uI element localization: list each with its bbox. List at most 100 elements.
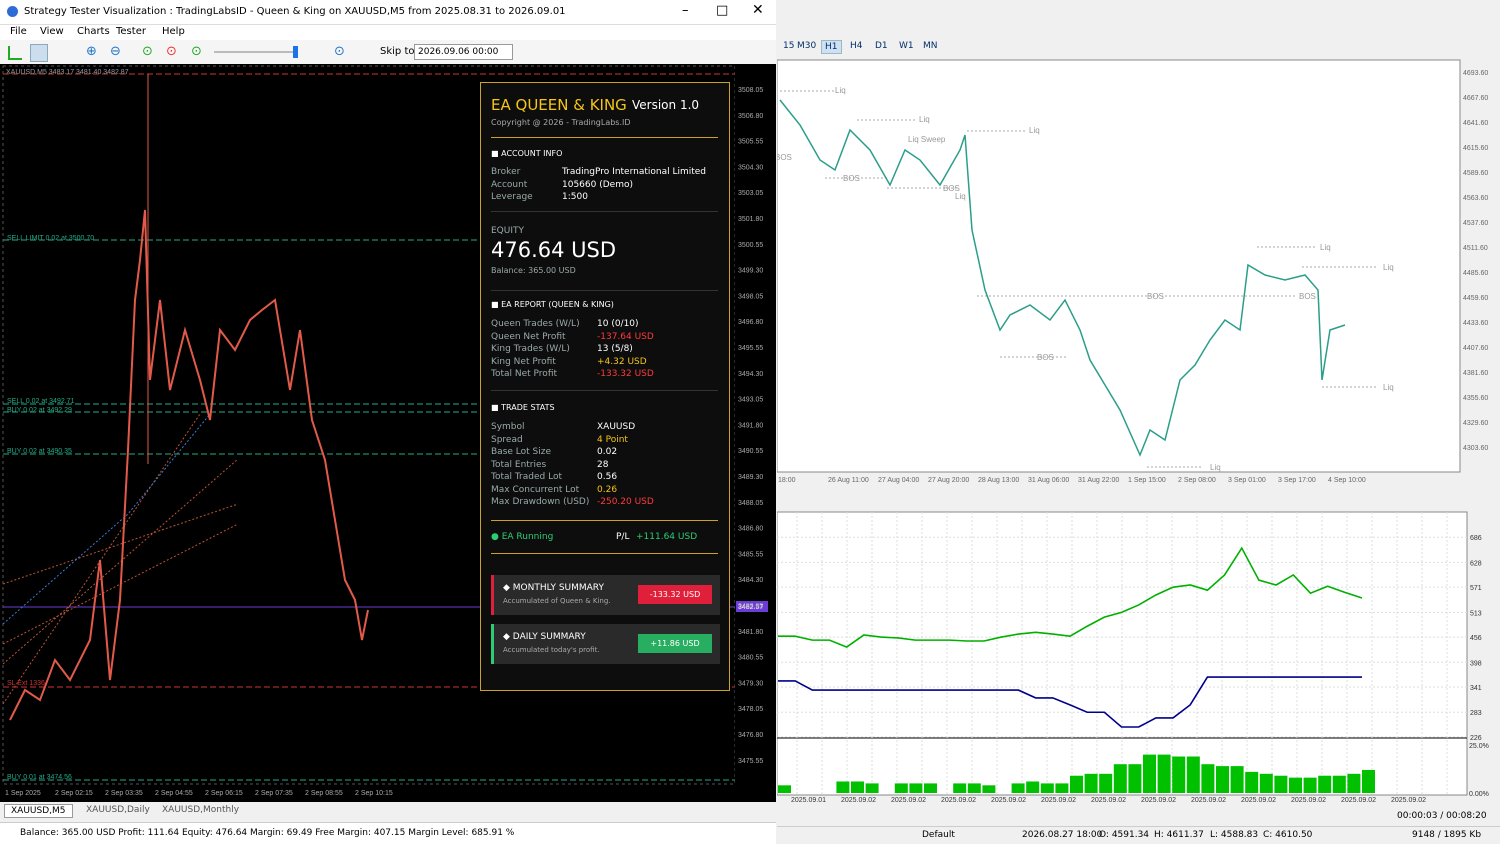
- load-bar: [967, 783, 981, 793]
- row-value: 0.26: [597, 484, 618, 495]
- equity: 476.64 USD: [491, 238, 617, 262]
- card-subtitle: Accumulated today's profit.: [503, 646, 600, 654]
- load-bar: [1143, 754, 1156, 793]
- slider-thumb[interactable]: [293, 46, 298, 58]
- play[interactable]: ⊙: [142, 44, 153, 59]
- status-field: Default: [922, 830, 955, 840]
- status-bar: Balance: 365.00 USD Profit: 111.64 Equit…: [0, 822, 776, 844]
- ea-panel: EA QUEEN & KING Version 1.0 Copyright @ …: [480, 82, 730, 691]
- ea-status: ● EA Running: [491, 532, 554, 542]
- x-tick-label: 2025.09.02: [1241, 797, 1276, 804]
- x-tick-label: 2025.09.02: [1391, 797, 1426, 804]
- row-value: +4.32 USD: [597, 356, 647, 367]
- price-tick: 3485.55: [738, 551, 763, 558]
- price-path: [779, 99, 1346, 457]
- price-tick: 3503.05: [738, 190, 763, 197]
- row-label: Broker: [491, 167, 521, 177]
- card-title: ◆ MONTHLY SUMMARY: [503, 583, 604, 593]
- load-bar: [1245, 771, 1259, 793]
- stop[interactable]: ⊙: [166, 44, 177, 59]
- annotation: BOS: [777, 153, 792, 162]
- time-tick: 27 Aug 04:00: [878, 477, 919, 484]
- status-text: EA Running: [501, 532, 554, 542]
- tab[interactable]: XAUUSD,M5: [4, 804, 73, 818]
- y-tick-label: 513: [1470, 610, 1482, 617]
- price-path: [9, 209, 369, 721]
- step[interactable]: ⊙: [191, 44, 202, 59]
- zoom-in[interactable]: ⊕: [86, 44, 97, 59]
- row-value: -137.64 USD: [597, 331, 654, 342]
- price-tick: 3494.30: [738, 371, 763, 378]
- menu-bar: File View Charts Tester Help: [0, 25, 776, 40]
- section-text: ACCOUNT INFO: [501, 149, 563, 158]
- timeframe[interactable]: MN: [923, 41, 938, 51]
- time-tick: 2 Sep 08:55: [305, 790, 343, 797]
- row-label: Spread: [491, 434, 523, 445]
- load-bar: [865, 783, 879, 793]
- right-charts: Liq Liq Liq Liq Sweep BOS BOS BOS Liq Li…: [777, 59, 1500, 804]
- annotation: BOS: [1299, 292, 1316, 301]
- y-tick-label: 0.00%: [1469, 791, 1489, 798]
- price-tick: 3479.30: [738, 680, 763, 687]
- load-bar: [1186, 756, 1200, 793]
- row-label: Max Concurrent Lot: [491, 484, 580, 495]
- zoom-out[interactable]: ⊖: [110, 44, 121, 59]
- timeframe[interactable]: H4: [850, 41, 863, 51]
- skip[interactable]: ⊙: [334, 44, 345, 59]
- price-tick: 4381.60: [1463, 370, 1488, 377]
- menu-item[interactable]: Charts: [77, 26, 110, 37]
- divider: [491, 520, 718, 521]
- load-bar: [1070, 775, 1083, 793]
- timeframe[interactable]: H1: [821, 40, 842, 54]
- timeframe[interactable]: 15: [783, 41, 795, 51]
- close[interactable]: ✕: [752, 2, 764, 18]
- annotation: Liq: [1383, 383, 1394, 392]
- equity-label: EQUITY: [491, 226, 525, 236]
- tool[interactable]: [8, 46, 22, 60]
- divider: [491, 390, 718, 391]
- price-tick: 3489.30: [738, 474, 763, 481]
- price-tick: 3486.80: [738, 526, 763, 533]
- price-tick: 3475.55: [738, 758, 763, 765]
- speed-slider[interactable]: [214, 51, 298, 53]
- minimize[interactable]: –: [682, 3, 689, 18]
- menu-item[interactable]: File: [10, 26, 27, 37]
- progress-bar: 00:00:03 / 00:08:20: [777, 806, 1500, 826]
- y-tick-label: 456: [1470, 635, 1482, 642]
- tool[interactable]: [30, 44, 48, 62]
- timeframe[interactable]: W1: [899, 41, 914, 51]
- time-tick: 2 Sep 02:15: [55, 790, 93, 797]
- price-tick: 3499.30: [738, 268, 763, 275]
- timeframes: 15 M30 H1 H4 D1 W1 MN: [777, 38, 1500, 56]
- status-field: L: 4588.83: [1210, 830, 1259, 840]
- maximize[interactable]: □: [716, 3, 729, 18]
- row-label: Total Net Profit: [491, 369, 558, 379]
- timeframe[interactable]: D1: [875, 41, 888, 51]
- price-tick: 4537.60: [1463, 220, 1488, 227]
- menu-item[interactable]: Tester: [116, 26, 146, 37]
- load-bar: [1113, 764, 1127, 793]
- annotation: Liq: [1210, 463, 1221, 472]
- y-tick-label: 283: [1470, 710, 1482, 717]
- trend-line: [2, 413, 239, 705]
- order-label: BUY 0.02 at 3492.29: [7, 407, 72, 414]
- price-tick: 3488.05: [738, 500, 763, 507]
- date-field[interactable]: 2026.09.06 00:00: [414, 44, 513, 60]
- load-bar: [851, 781, 864, 793]
- tab[interactable]: XAUUSD,Daily: [86, 805, 150, 815]
- progress: 00:00:03 / 00:08:20: [1397, 811, 1487, 821]
- time-tick: 27 Aug 20:00: [928, 477, 969, 484]
- divider: [491, 137, 718, 138]
- load-bar: [1011, 783, 1025, 793]
- time-tick: 26 Aug 11:00: [828, 477, 869, 484]
- chart-frame: [2, 65, 736, 785]
- menu-item[interactable]: Help: [162, 26, 185, 37]
- time-tick: 2 Sep 03:35: [105, 790, 143, 797]
- tab[interactable]: XAUUSD,Monthly: [162, 805, 240, 815]
- order-label: SELL 0.02 at 3492.71: [7, 398, 75, 405]
- right-header: [777, 0, 1500, 38]
- timeframe[interactable]: M30: [797, 41, 817, 51]
- price-tick: 4459.60: [1463, 295, 1488, 302]
- card-title: ◆ DAILY SUMMARY: [503, 632, 586, 642]
- menu-item[interactable]: View: [40, 26, 64, 37]
